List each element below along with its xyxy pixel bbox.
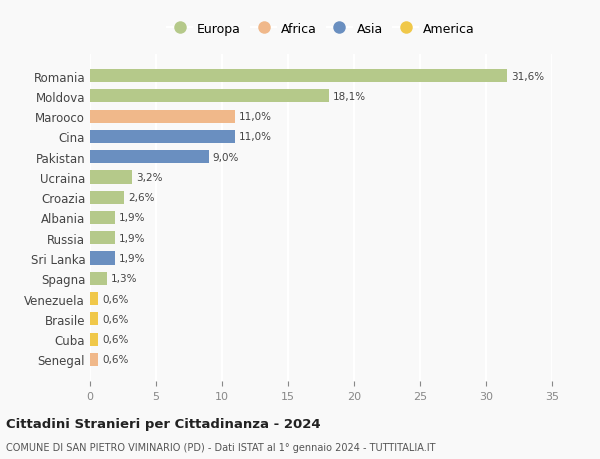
Bar (90, 232, 115, 245)
Bar (90, 90, 329, 103)
Bar (90, 70, 507, 83)
Text: 18,1%: 18,1% (333, 92, 366, 102)
Bar (90, 353, 98, 366)
Text: 31,6%: 31,6% (511, 72, 544, 81)
Text: 1,9%: 1,9% (119, 233, 146, 243)
Bar (90, 130, 235, 144)
Legend: Europa, Africa, Asia, America: Europa, Africa, Asia, America (163, 19, 479, 39)
Bar (90, 333, 98, 346)
Text: 0,6%: 0,6% (102, 334, 128, 344)
Bar (90, 313, 98, 326)
Text: 0,6%: 0,6% (102, 294, 128, 304)
Text: 1,9%: 1,9% (119, 213, 146, 223)
Text: COMUNE DI SAN PIETRO VIMINARIO (PD) - Dati ISTAT al 1° gennaio 2024 - TUTTITALIA: COMUNE DI SAN PIETRO VIMINARIO (PD) - Da… (6, 442, 436, 452)
Bar (90, 151, 209, 164)
Text: 9,0%: 9,0% (213, 152, 239, 162)
Text: 1,9%: 1,9% (119, 253, 146, 263)
Bar (90, 212, 115, 224)
Text: 0,6%: 0,6% (102, 355, 128, 364)
Text: 0,6%: 0,6% (102, 314, 128, 324)
Text: 3,2%: 3,2% (136, 173, 163, 183)
Bar (90, 252, 115, 265)
Text: 2,6%: 2,6% (128, 193, 155, 203)
Bar (90, 171, 132, 184)
Text: 1,3%: 1,3% (111, 274, 137, 284)
Bar (90, 110, 235, 123)
Bar (90, 292, 98, 306)
Bar (90, 272, 107, 285)
Text: 11,0%: 11,0% (239, 112, 272, 122)
Bar (90, 191, 124, 204)
Text: Cittadini Stranieri per Cittadinanza - 2024: Cittadini Stranieri per Cittadinanza - 2… (6, 417, 320, 430)
Text: 11,0%: 11,0% (239, 132, 272, 142)
